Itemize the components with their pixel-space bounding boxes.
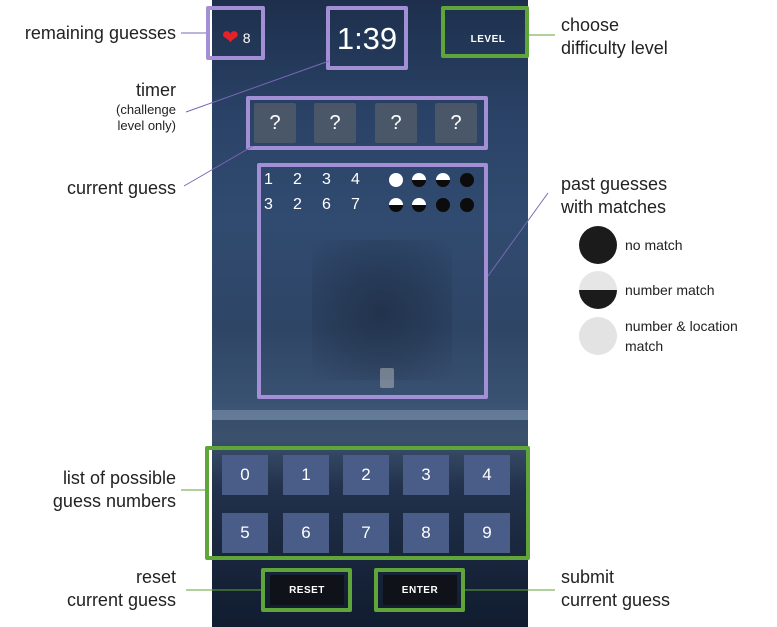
number-key-7[interactable]: 7 — [343, 513, 389, 553]
number-key-4[interactable]: 4 — [464, 455, 510, 495]
annotation-box-timer — [326, 6, 408, 70]
past-guess-digit: 2 — [293, 171, 302, 188]
level-button[interactable]: LEVEL — [470, 33, 506, 45]
number-key-2[interactable]: 2 — [343, 455, 389, 495]
guess-slot-2[interactable]: ? — [314, 103, 356, 143]
past-guess-digit: 3 — [322, 171, 331, 188]
past-guess-digit: 7 — [351, 196, 360, 213]
number-key-3[interactable]: 3 — [403, 455, 449, 495]
label-possible-numbers-1: list of possible — [62, 468, 176, 488]
label-remaining-guesses: remaining guesses — [24, 23, 176, 43]
match-peg — [389, 198, 403, 212]
label-reset-1: reset — [135, 567, 176, 587]
past-guess-row-2: 3 2 6 7 — [264, 196, 380, 214]
background-wall-stripe — [212, 410, 528, 420]
match-peg — [436, 198, 450, 212]
legend-number-location-label-2: match — [625, 338, 664, 354]
match-peg — [436, 173, 450, 187]
label-choose-level-1: choose — [561, 15, 620, 35]
past-guess-digit: 1 — [264, 171, 273, 188]
annotation-box-current-guess — [246, 96, 488, 150]
match-peg — [389, 173, 403, 187]
reset-button[interactable]: RESET — [270, 575, 344, 605]
legend-number-match-label: number match — [625, 282, 715, 298]
heart-icon: ❤ — [222, 27, 239, 49]
match-peg — [460, 198, 474, 212]
past-guess-digit: 6 — [322, 196, 331, 213]
number-key-0[interactable]: 0 — [222, 455, 268, 495]
background-texture — [312, 240, 452, 380]
guess-slot-1[interactable]: ? — [254, 103, 296, 143]
remaining-guesses-count: 8 — [242, 30, 251, 46]
past-guess-row-1: 1 2 3 4 — [264, 171, 380, 189]
annotation-box-number-keys — [205, 446, 530, 560]
annotation-box-level — [441, 6, 529, 58]
legend-number-match-icon — [579, 271, 617, 309]
label-possible-numbers-2: guess numbers — [52, 491, 176, 511]
guess-slot-3[interactable]: ? — [375, 103, 417, 143]
legend-no-match-icon — [579, 226, 617, 264]
annotation-box-remaining-guesses — [206, 6, 265, 60]
label-past-guesses-1: past guesses — [561, 174, 668, 194]
label-submit-2: current guess — [561, 590, 671, 610]
label-timer: timer — [136, 80, 176, 100]
number-key-6[interactable]: 6 — [283, 513, 329, 553]
match-peg — [412, 173, 426, 187]
number-key-5[interactable]: 5 — [222, 513, 268, 553]
label-reset-2: current guess — [66, 590, 176, 610]
annotation-box-reset — [261, 568, 352, 612]
legend-number-location-label-1: number & location — [625, 318, 738, 334]
label-timer-note-2: level only) — [117, 118, 176, 133]
label-submit-1: submit — [561, 567, 615, 587]
guess-slot-4[interactable]: ? — [435, 103, 477, 143]
label-current-guess: current guess — [66, 178, 176, 198]
past-guess-digit: 4 — [351, 171, 360, 188]
number-key-1[interactable]: 1 — [283, 455, 329, 495]
number-key-8[interactable]: 8 — [403, 513, 449, 553]
background-light-switch — [380, 368, 394, 388]
timer: 1:39 — [336, 21, 398, 56]
annotation-box-enter — [374, 568, 465, 612]
number-key-9[interactable]: 9 — [464, 513, 510, 553]
legend-no-match-label: no match — [625, 237, 683, 253]
remaining-guesses: ❤ 8 — [222, 28, 251, 48]
past-guess-digit: 3 — [264, 196, 273, 213]
label-timer-note-1: (challenge — [116, 102, 176, 117]
enter-button[interactable]: ENTER — [383, 575, 457, 605]
past-guess-digit: 2 — [293, 196, 302, 213]
label-choose-level-2: difficulty level — [561, 38, 668, 58]
match-peg — [460, 173, 474, 187]
match-peg — [412, 198, 426, 212]
legend-number-location-match-icon — [579, 317, 617, 355]
label-past-guesses-2: with matches — [561, 197, 667, 217]
annotation-box-past-guesses — [257, 163, 488, 399]
